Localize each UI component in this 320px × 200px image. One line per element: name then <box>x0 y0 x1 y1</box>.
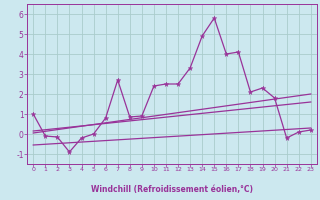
X-axis label: Windchill (Refroidissement éolien,°C): Windchill (Refroidissement éolien,°C) <box>91 185 253 194</box>
